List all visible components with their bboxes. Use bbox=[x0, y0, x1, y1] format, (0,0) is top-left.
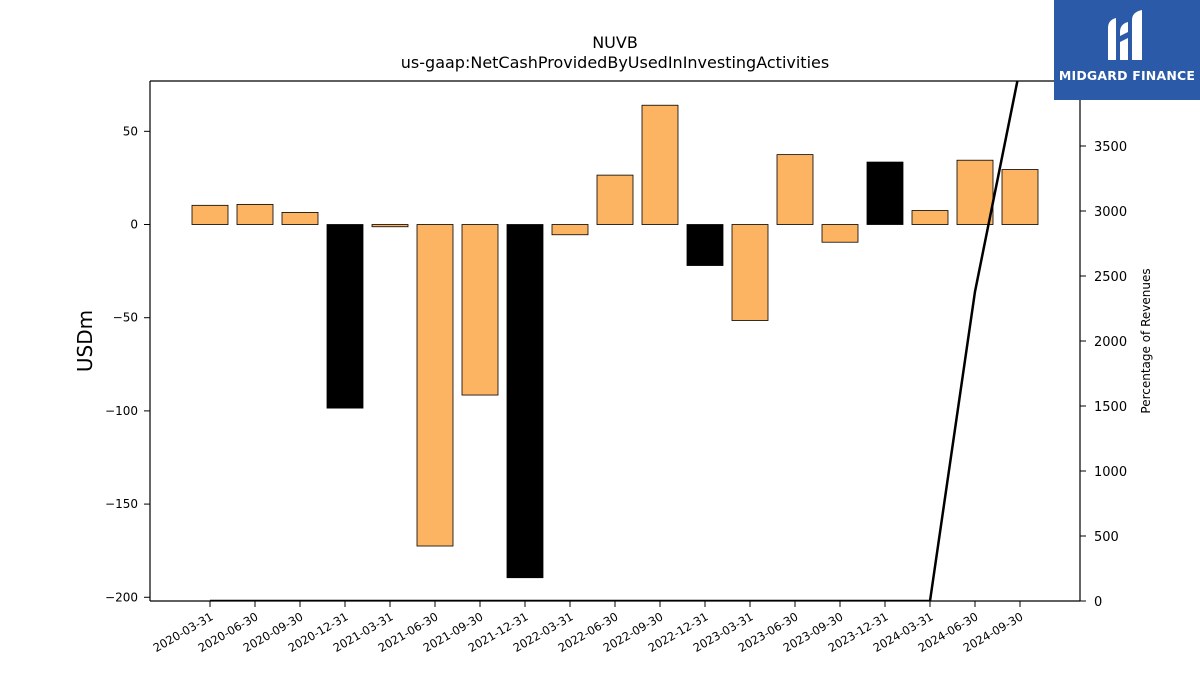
chart-subtitle: us-gaap:NetCashProvidedByUsedInInvesting… bbox=[401, 53, 829, 72]
y-tick-label: −200 bbox=[105, 590, 138, 604]
bar-2021-09-30 bbox=[461, 224, 499, 396]
y2-tick-label: 500 bbox=[1094, 530, 1119, 545]
bar-2020-03-31 bbox=[191, 204, 229, 225]
y2-axis-label: Percentage of Revenues bbox=[1139, 268, 1153, 413]
bar-2020-12-31 bbox=[326, 224, 364, 409]
bar-2024-09-30 bbox=[1001, 169, 1039, 225]
chart-marks: −200−150−100−500500500100015002000250030… bbox=[105, 80, 1127, 655]
midgard-logo-icon bbox=[1108, 10, 1142, 60]
bar-2023-03-31 bbox=[731, 224, 769, 321]
y2-tick-label: 3000 bbox=[1094, 205, 1127, 220]
bar-2020-06-30 bbox=[236, 203, 274, 225]
bar-2021-06-30 bbox=[416, 224, 454, 547]
y-axis-label: USDm bbox=[73, 310, 97, 372]
y-tick-label: −100 bbox=[105, 404, 138, 418]
bar-2022-09-30 bbox=[641, 104, 679, 225]
bar-2022-12-31 bbox=[686, 224, 724, 266]
y2-tick-label: 2500 bbox=[1094, 270, 1127, 285]
bar-2022-06-30 bbox=[596, 174, 634, 225]
bar-2023-09-30 bbox=[821, 224, 859, 243]
bar-2021-12-31 bbox=[506, 224, 544, 579]
bar-2023-12-31 bbox=[866, 161, 904, 225]
y-tick-label: −150 bbox=[105, 497, 138, 511]
bar-2020-09-30 bbox=[281, 211, 319, 225]
bar-2021-03-31 bbox=[371, 224, 409, 228]
y2-tick-label: 1500 bbox=[1094, 400, 1127, 415]
y-tick-label: −50 bbox=[113, 311, 138, 325]
y2-tick-label: 1000 bbox=[1094, 465, 1127, 480]
y2-tick-label: 2000 bbox=[1094, 335, 1127, 350]
bar-2024-06-30 bbox=[956, 159, 994, 225]
y-tick-label: 0 bbox=[130, 218, 138, 232]
y2-tick-label: 0 bbox=[1094, 595, 1102, 610]
brand-logo: MIDGARD FINANCE bbox=[1054, 0, 1200, 100]
y2-tick-label: 3500 bbox=[1094, 140, 1127, 155]
y-tick-label: 50 bbox=[123, 124, 138, 138]
chart-title: NUVB bbox=[592, 33, 638, 52]
brand-name: MIDGARD FINANCE bbox=[1058, 68, 1196, 83]
bar-2024-03-31 bbox=[911, 210, 949, 225]
bar-2022-03-31 bbox=[551, 224, 589, 236]
bar-2023-06-30 bbox=[776, 154, 814, 225]
